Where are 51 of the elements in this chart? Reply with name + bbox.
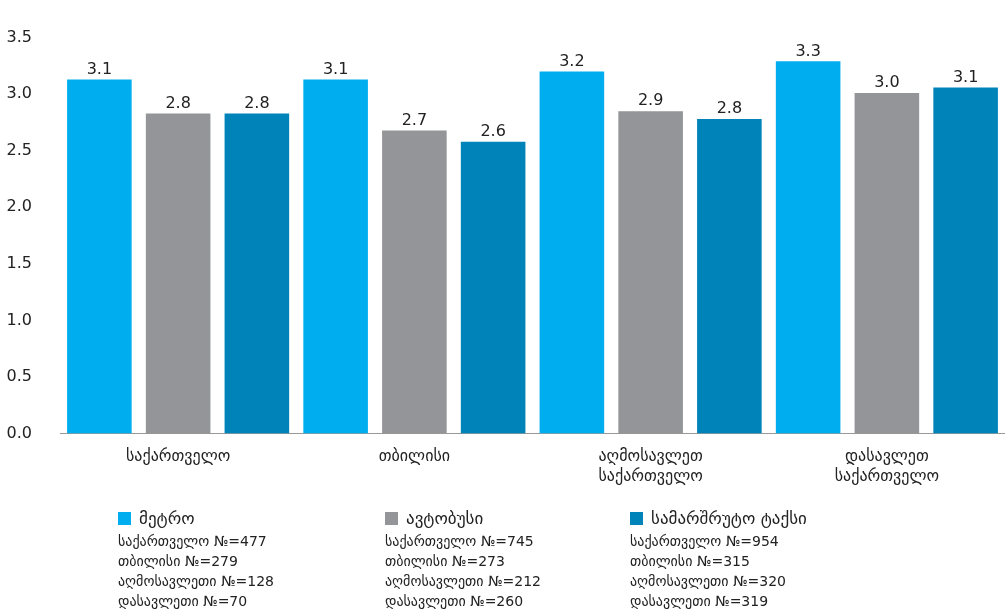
legend-label: ავტობუსი <box>406 508 484 528</box>
data-label: 3.1 <box>952 66 979 86</box>
x-tick-label: დასავლეთ საქართველო <box>834 446 940 485</box>
bar <box>775 61 841 434</box>
y-tick-label: 3.0 <box>6 83 32 103</box>
text: საქართველო №=477 <box>118 532 268 551</box>
data-label: 3.0 <box>874 72 900 92</box>
bar <box>303 79 368 434</box>
data-label: 3.1 <box>322 58 349 78</box>
legend-label: მეტრო <box>139 508 195 528</box>
text: თბილისი №=273 <box>385 552 506 571</box>
data-label: 2.8 <box>165 92 191 112</box>
data-label: 2.7 <box>401 109 428 129</box>
data-label: 2.8 <box>716 98 743 118</box>
text: აღმოსავლეთი №=128 <box>118 572 274 591</box>
data-label: 2.6 <box>480 120 506 140</box>
text: აღმოსავლეთი №=212 <box>385 572 541 591</box>
data-label: 3.2 <box>559 50 585 70</box>
text: თბილისი №=315 <box>630 552 751 571</box>
data-label: 3.3 <box>795 40 821 60</box>
y-tick-label: 1.0 <box>6 309 32 329</box>
bar <box>933 87 998 434</box>
x-tick-label: აღმოსავლეთ საქართველო <box>598 446 703 485</box>
text: საქართველო №=954 <box>630 532 780 551</box>
bar <box>382 130 447 434</box>
text: დასავლეთი №=70 <box>118 592 249 611</box>
data-label: 3.1 <box>86 58 113 78</box>
text: აღმოსავლეთი №=320 <box>630 572 787 591</box>
y-tick-label: 1.5 <box>6 253 32 273</box>
x-tick-label: საქართველო <box>125 446 231 466</box>
y-tick-label: 0.5 <box>6 366 32 386</box>
legend-label: სამარშრუტო ტაქსი <box>651 508 807 528</box>
bar <box>854 93 920 434</box>
text: დასავლეთი №=319 <box>630 592 770 611</box>
bar <box>67 79 132 434</box>
data-label: 2.8 <box>244 92 270 112</box>
y-tick-label: 0.0 <box>6 422 32 442</box>
data-label: 2.9 <box>637 90 664 110</box>
bar <box>618 111 683 434</box>
bar <box>224 113 290 434</box>
y-tick-label: 2.5 <box>6 139 32 159</box>
bar <box>539 71 605 434</box>
bar <box>697 119 762 434</box>
text: საქართველო №=745 <box>385 532 535 551</box>
y-tick-label: 2.0 <box>6 196 32 216</box>
bar <box>145 113 211 434</box>
y-tick-label: 3.5 <box>6 26 32 46</box>
text: თბილისი №=279 <box>118 552 239 571</box>
text: დასავლეთი №=260 <box>385 592 525 611</box>
x-tick-label: თბილისი <box>378 446 451 466</box>
bar <box>460 141 526 434</box>
